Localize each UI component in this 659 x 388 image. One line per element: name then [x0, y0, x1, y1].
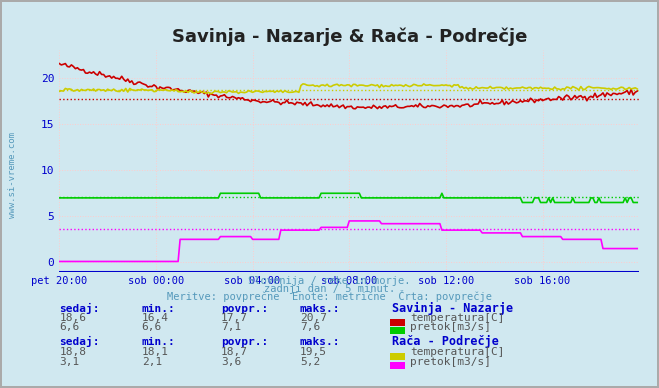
Text: 18,6: 18,6	[59, 313, 86, 323]
Text: 19,5: 19,5	[300, 347, 327, 357]
Text: 5,2: 5,2	[300, 357, 320, 367]
Text: sedaj:: sedaj:	[59, 336, 100, 347]
Text: maks.:: maks.:	[300, 337, 340, 347]
Text: 18,7: 18,7	[221, 347, 248, 357]
Text: min.:: min.:	[142, 337, 175, 347]
Text: maks.:: maks.:	[300, 303, 340, 314]
Title: Savinja - Nazarje & Rača - Podrečje: Savinja - Nazarje & Rača - Podrečje	[171, 28, 527, 46]
Text: pretok[m3/s]: pretok[m3/s]	[410, 322, 491, 332]
Text: 16,4: 16,4	[142, 313, 169, 323]
Text: Slovenija / reke in morje.: Slovenija / reke in morje.	[248, 276, 411, 286]
Text: 2,1: 2,1	[142, 357, 162, 367]
Text: sedaj:: sedaj:	[59, 303, 100, 314]
Text: Savinja - Nazarje: Savinja - Nazarje	[392, 301, 513, 315]
Text: 18,1: 18,1	[142, 347, 169, 357]
Text: temperatura[C]: temperatura[C]	[410, 313, 504, 323]
Text: 7,6: 7,6	[300, 322, 320, 332]
Text: 3,1: 3,1	[59, 357, 80, 367]
Text: pretok[m3/s]: pretok[m3/s]	[410, 357, 491, 367]
Text: zadnji dan / 5 minut.: zadnji dan / 5 minut.	[264, 284, 395, 294]
Text: 20,7: 20,7	[300, 313, 327, 323]
Text: 17,7: 17,7	[221, 313, 248, 323]
Text: 7,1: 7,1	[221, 322, 241, 332]
Text: 6,6: 6,6	[59, 322, 80, 332]
Text: 3,6: 3,6	[221, 357, 241, 367]
Text: www.si-vreme.com: www.si-vreme.com	[8, 132, 17, 218]
Text: Meritve: povprečne  Enote: metrične  Črta: povprečje: Meritve: povprečne Enote: metrične Črta:…	[167, 289, 492, 301]
Text: 6,6: 6,6	[142, 322, 162, 332]
Text: min.:: min.:	[142, 303, 175, 314]
Text: povpr.:: povpr.:	[221, 303, 268, 314]
Text: 18,8: 18,8	[59, 347, 86, 357]
Text: povpr.:: povpr.:	[221, 337, 268, 347]
Text: temperatura[C]: temperatura[C]	[410, 347, 504, 357]
Text: Rača - Podrečje: Rača - Podrečje	[392, 335, 499, 348]
